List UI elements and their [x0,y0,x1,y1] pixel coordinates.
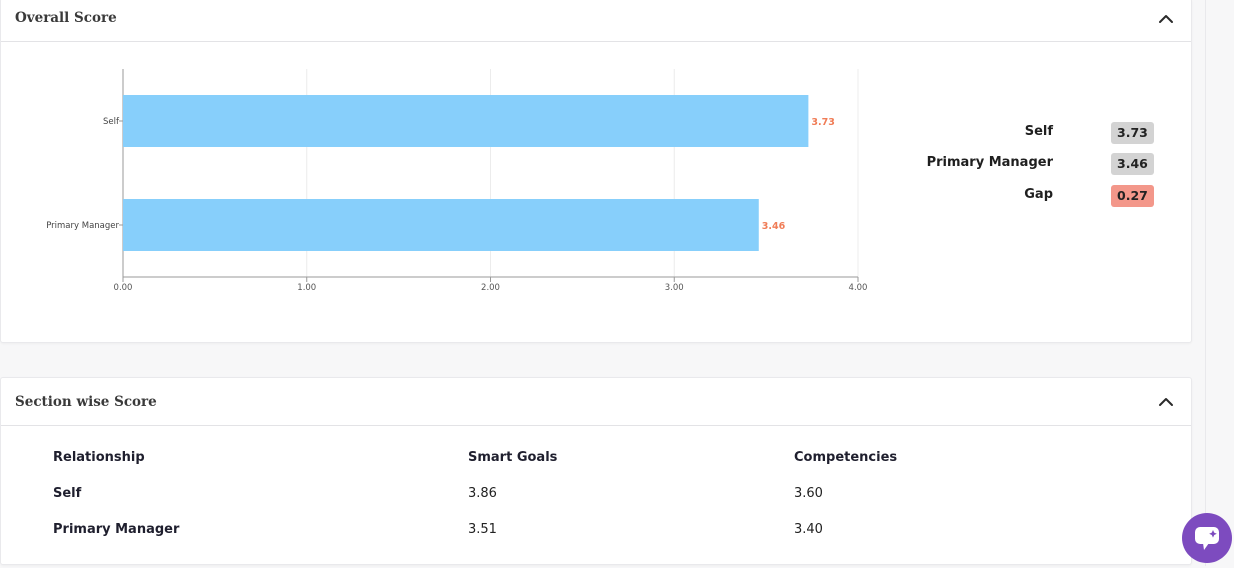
chat-support-button[interactable] [1182,513,1232,563]
overall-score-card: Overall Score 0.00 1.00 2.00 3.00 4.00 Self 3.… [0,0,1192,343]
chevron-up-icon[interactable] [1155,9,1177,29]
summary-row: Self 3.73 [901,122,1161,146]
row-self-smart-goals: 3.86 [468,486,497,501]
summary-row: Gap 0.27 [901,185,1161,209]
x-tick-label: 2.00 [481,283,500,293]
chat-support-icon [1195,527,1219,550]
x-tick-label: 0.00 [114,283,133,293]
row-manager-smart-goals: 3.51 [468,522,497,537]
row-relationship-primary-manager: Primary Manager [53,522,180,537]
summary-label: Gap [1024,187,1053,202]
summary-label: Self [1024,124,1053,139]
row-self-competencies: 3.60 [794,486,823,501]
y-category-label: Primary Manager [46,221,119,231]
page-divider [1205,0,1206,566]
chevron-up-icon[interactable] [1155,392,1177,412]
score-badge: 3.46 [1111,153,1154,175]
bar-value-label: 3.73 [811,117,834,128]
bar-value-label: 3.46 [762,221,786,232]
summary-row: Primary Manager 3.46 [901,153,1161,177]
section-score-title: Section wise Score [15,394,157,410]
x-tick-label: 3.00 [665,283,684,293]
column-header-competencies: Competencies [794,450,898,465]
column-header-smart-goals: Smart Goals [468,450,558,465]
bar [123,95,809,147]
row-relationship-self: Self [53,486,82,501]
score-badge: 3.73 [1111,122,1154,144]
row-manager-competencies: 3.40 [794,522,823,537]
overall-score-title: Overall Score [15,10,117,26]
summary-label: Primary Manager [926,155,1053,170]
x-tick-label: 1.00 [297,283,316,293]
y-category-label: Self [103,117,120,127]
section-score-header[interactable]: Section wise Score [1,378,1191,426]
section-score-card: Section wise Score Relationship Smart Go… [0,377,1192,565]
overall-score-chart: 0.00 1.00 2.00 3.00 4.00 Self 3.73 Primary Mana… [46,69,868,293]
bar [123,199,759,251]
overall-score-header[interactable]: Overall Score [1,0,1191,42]
column-header-relationship: Relationship [53,450,145,465]
score-badge: 0.27 [1111,185,1154,207]
x-tick-label: 4.00 [849,283,868,293]
